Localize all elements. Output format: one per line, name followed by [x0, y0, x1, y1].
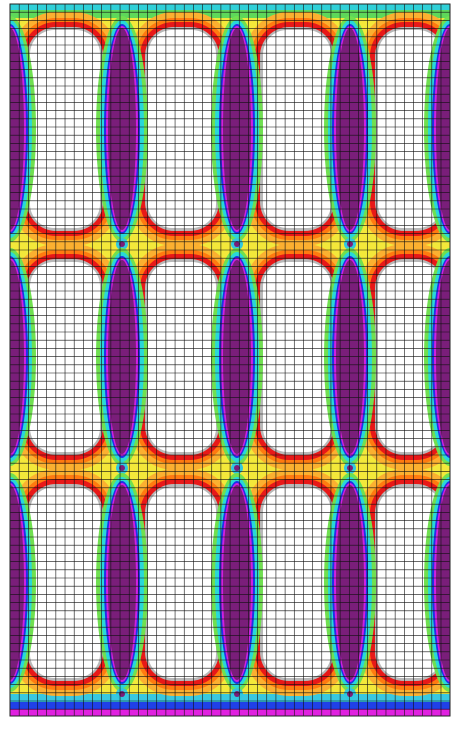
node-spot	[119, 241, 125, 247]
peak-region	[10, 485, 24, 680]
node-spot	[347, 241, 353, 247]
low-region	[148, 262, 216, 452]
peak-region	[223, 28, 251, 230]
peak-region	[223, 260, 251, 454]
node-spot	[234, 241, 240, 247]
low-region	[378, 487, 442, 678]
node-spot	[347, 691, 353, 697]
peak-region	[436, 28, 450, 230]
peak-region	[436, 485, 450, 680]
peak-region	[10, 260, 24, 454]
peak-region	[336, 485, 364, 680]
low-region	[148, 30, 216, 228]
low-region	[263, 262, 331, 452]
low-region	[378, 30, 442, 228]
low-region	[263, 487, 331, 678]
peak-region	[108, 28, 136, 230]
mesh	[10, 4, 450, 716]
peak-region	[223, 485, 251, 680]
low-region	[148, 487, 216, 678]
peak-region	[436, 260, 450, 454]
peak-region	[336, 28, 364, 230]
peak-region	[10, 28, 24, 230]
low-region	[263, 30, 331, 228]
plot-border	[9, 3, 451, 717]
node-spot	[347, 465, 353, 471]
low-region	[378, 262, 442, 452]
peak-region	[108, 485, 136, 680]
peak-region	[108, 260, 136, 454]
node-spot	[119, 465, 125, 471]
node-spot	[234, 465, 240, 471]
